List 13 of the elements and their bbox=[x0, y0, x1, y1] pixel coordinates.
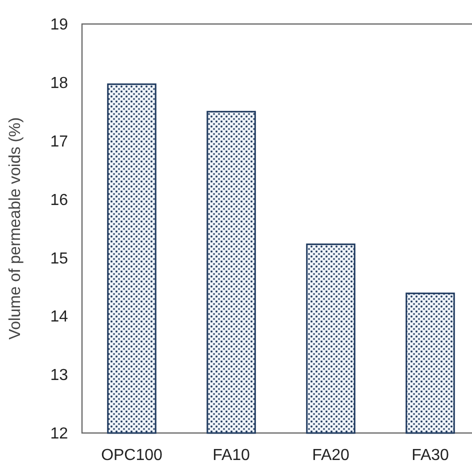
x-tick-label: OPC100 bbox=[101, 447, 163, 464]
y-tick-label: 15 bbox=[50, 250, 68, 268]
y-tick-label: 18 bbox=[50, 75, 68, 92]
x-tick-label: FA30 bbox=[412, 447, 450, 464]
y-tick-label: 13 bbox=[50, 367, 68, 384]
y-tick-label: 17 bbox=[50, 133, 68, 150]
x-tick-label: FA20 bbox=[312, 447, 350, 464]
y-axis-title: Volume of permeable voids (%) bbox=[7, 117, 24, 340]
y-tick-label: 14 bbox=[50, 308, 68, 326]
y-tick-label: 19 bbox=[50, 16, 68, 34]
y-tick-label: 12 bbox=[50, 426, 68, 443]
x-tick-label: FA10 bbox=[212, 447, 250, 464]
y-tick-label: 16 bbox=[50, 192, 68, 209]
